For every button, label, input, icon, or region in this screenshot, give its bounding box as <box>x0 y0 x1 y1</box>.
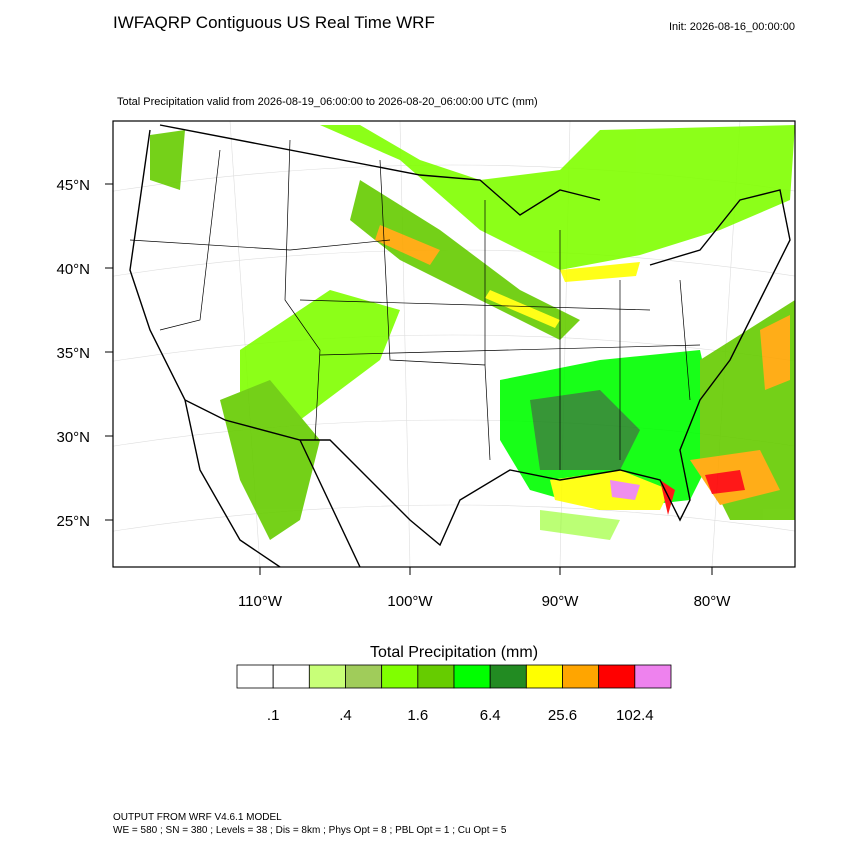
colorbar-label: 102.4 <box>616 707 654 724</box>
colorbar-box <box>525 664 563 689</box>
colorbar-box <box>489 664 527 689</box>
colorbar-box <box>308 664 346 689</box>
colorbar-label: .1 <box>267 707 280 724</box>
colorbar-box <box>453 664 491 689</box>
lat-label: 45°N <box>56 177 90 194</box>
colorbar-box <box>236 664 274 689</box>
lat-label: 25°N <box>56 513 90 530</box>
subtitle: Total Precipitation valid from 2026-08-1… <box>117 96 538 108</box>
map-frame <box>112 120 796 568</box>
colorbar-box <box>381 664 419 689</box>
lon-label: 100°W <box>387 593 433 610</box>
footer-line: WE = 580 ; SN = 380 ; Levels = 38 ; Dis … <box>113 825 507 836</box>
colorbar-label: .4 <box>339 707 352 724</box>
colorbar-box <box>417 664 455 689</box>
lat-label: 35°N <box>56 345 90 362</box>
lon-label: 90°W <box>542 593 580 610</box>
colorbar-box <box>598 664 636 689</box>
colorbar-box <box>272 664 310 689</box>
lon-label: 110°W <box>238 593 283 610</box>
map-area <box>113 121 795 567</box>
colorbar-label: 1.6 <box>407 707 428 724</box>
footer-line: OUTPUT FROM WRF V4.6.1 MODEL <box>113 812 282 823</box>
title: IWFAQRP Contiguous US Real Time WRF <box>113 13 435 32</box>
colorbar-box <box>345 664 383 689</box>
colorbar-title: Total Precipitation (mm) <box>370 644 538 661</box>
lat-label: 40°N <box>56 261 90 278</box>
init-time: Init: 2026-08-16_00:00:00 <box>669 21 795 33</box>
state-lines <box>129 139 701 470</box>
colorbar-label: 25.6 <box>548 707 577 724</box>
precipitation <box>150 125 795 540</box>
colorbar-box <box>634 664 672 689</box>
borders <box>129 124 791 567</box>
colorbar-box <box>562 664 600 689</box>
lat-label: 30°N <box>56 429 90 446</box>
colorbar-label: 6.4 <box>480 707 501 724</box>
lon-label: 80°W <box>694 593 732 610</box>
